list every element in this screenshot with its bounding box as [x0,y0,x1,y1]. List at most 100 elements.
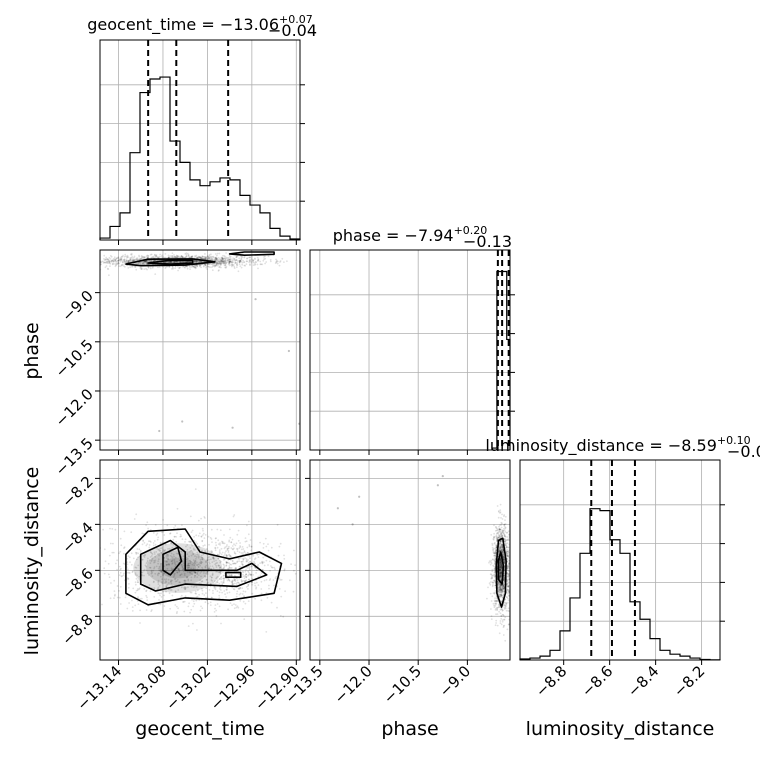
phase-vs-luminosity-distance-sample [494,549,497,551]
geocent-time-vs-phase-sample [108,259,111,262]
geocent-time-vs-phase-sample [267,255,270,258]
geocent-time-vs-phase-sample [140,257,143,260]
geocent-time-vs-luminosity-distance-sample [190,554,193,557]
geocent-time-vs-phase-sample [217,263,220,266]
geocent-time-vs-phase-sample [109,262,112,265]
geocent-time-vs-luminosity-distance-sample [200,562,202,565]
geocent-time-vs-luminosity-distance-sample [160,551,163,554]
phase-vs-luminosity-distance-sample [502,579,505,581]
phase-vs-luminosity-distance-sample [494,554,496,557]
geocent-time-vs-luminosity-distance-sample [236,547,238,550]
geocent-time-vs-luminosity-distance-sample [165,578,168,580]
phase-vs-luminosity-distance-sample [499,562,502,565]
geocent-time-vs-luminosity-distance-sample [150,560,153,563]
geocent-time-vs-luminosity-distance-sample [235,566,238,569]
geocent-time-vs-luminosity-distance-sample [230,541,233,544]
phase-vs-luminosity-distance-sample [496,529,499,532]
geocent-time-vs-phase-sample [65,260,67,262]
phase-vs-luminosity-distance-sample [501,588,504,591]
geocent-time-vs-luminosity-distance-sample [146,596,148,599]
geocent-time-vs-phase-sample [241,263,244,266]
geocent-time-vs-luminosity-distance-sample [238,587,241,590]
geocent-time-vs-phase-sample [215,256,218,259]
geocent-time-vs-luminosity-distance-sample [165,584,168,587]
geocent-time-vs-phase-ytick-label-3: −9.0 [58,287,96,325]
geocent-time-vs-phase-sample [150,259,152,262]
geocent-time-vs-phase-sample [34,268,36,270]
geocent-time-vs-phase-sample [257,267,259,270]
geocent-time-vs-luminosity-distance-sample [174,577,177,580]
phase-vs-luminosity-distance-sample [502,626,505,629]
phase-vs-luminosity-distance-sample [499,540,502,543]
geocent-time-vs-luminosity-distance-sample [216,580,218,583]
geocent-time-vs-luminosity-distance-sample [247,575,249,577]
geocent-time-vs-luminosity-distance-sample [153,580,155,583]
geocent-time-vs-phase-sample [141,257,143,259]
geocent-time-vs-luminosity-distance-sample [221,568,224,570]
geocent-time-vs-luminosity-distance-sample [222,542,225,545]
geocent-time-vs-luminosity-distance-sample [183,610,186,613]
geocent-time-vs-luminosity-distance-sample [231,560,234,563]
phase-vs-luminosity-distance-sample [506,555,508,557]
geocent-time-vs-luminosity-distance-sample [189,559,191,562]
phase-vs-luminosity-distance-sample [507,550,510,553]
phase-vs-luminosity-distance-sample [501,535,503,538]
geocent-time-vs-luminosity-distance-sample [67,567,69,569]
phase-vs-luminosity-distance-sample [498,562,501,565]
geocent-time-vs-phase-sample [221,261,224,263]
geocent-time-vs-luminosity-distance-sample [254,597,256,600]
phase-vs-luminosity-distance-sample [491,542,494,545]
phase-vs-luminosity-distance-sample [499,589,502,591]
geocent-time-vs-luminosity-distance-sample [196,542,199,545]
geocent-time-vs-luminosity-distance-sample [240,579,243,581]
geocent-time-vs-luminosity-distance-sample [201,592,204,595]
geocent-time-vs-luminosity-distance-sample [150,569,153,572]
geocent-time-vs-luminosity-distance-sample [160,569,163,571]
geocent-time-vs-phase-sample [87,261,89,263]
phase-vs-luminosity-distance-sample [503,533,506,536]
phase-vs-luminosity-distance-sample [499,573,501,576]
geocent-time-vs-luminosity-distance-sample [276,606,278,609]
phase-vs-luminosity-distance-sample [500,544,503,546]
geocent-time-vs-phase-sample [106,260,109,263]
panel-geocent-time-vs-luminosity-distance: −13.14−13.08−13.02−12.96−12.90−8.8−8.6−8… [58,459,303,714]
geocent-time-vs-luminosity-distance-sample [199,558,202,561]
geocent-time-vs-luminosity-distance-sample [122,562,125,565]
geocent-time-vs-luminosity-distance-sample [183,574,186,576]
phase-vs-luminosity-distance-sample [498,530,500,532]
phase-vs-luminosity-distance-sample [500,534,503,537]
geocent-time-vs-luminosity-distance-sample [220,589,222,591]
phase-vs-luminosity-distance-sample [499,559,501,562]
geocent-time-vs-phase-sample [232,261,235,264]
geocent-time-vs-luminosity-distance-sample [96,567,98,569]
geocent-time-vs-phase-ytick-label-2: −10.5 [52,336,97,381]
geocent-time-vs-phase-sample [108,256,111,259]
geocent-time-vs-phase-sample [173,254,175,256]
phase-vs-luminosity-distance-sample [500,588,503,591]
phase-vs-luminosity-distance-sample [500,563,503,565]
geocent-time-vs-phase-sample [155,254,158,256]
geocent-time-vs-phase-sample [178,261,181,263]
geocent-time-vs-phase-sample [200,257,203,259]
geocent-time-vs-luminosity-distance-sample [233,588,236,591]
phase-vs-luminosity-distance-sample [499,585,501,588]
phase-vs-luminosity-distance-sample [504,526,507,529]
geocent-time-vs-luminosity-distance-sample [146,521,149,524]
geocent-time-vs-luminosity-distance-sample [194,592,197,595]
phase-vs-luminosity-distance-sample [499,572,502,575]
geocent-time-vs-luminosity-distance-sample [127,555,130,557]
geocent-time-vs-luminosity-distance-sample [210,568,213,570]
geocent-time-vs-luminosity-distance-sample [188,566,190,569]
geocent-time-vs-luminosity-distance-sample [246,560,249,563]
geocent-time-vs-luminosity-distance-sample [175,580,178,582]
phase-vs-luminosity-distance-sample [497,583,499,586]
phase-vs-luminosity-distance-sample [491,544,494,546]
geocent-time-vs-luminosity-distance-sample [250,574,253,576]
geocent-time-vs-luminosity-distance-sample [257,584,260,586]
geocent-time-vs-luminosity-distance-sample [135,558,138,561]
geocent-time-vs-phase-sample [106,262,108,264]
geocent-time-vs-phase-sample [182,256,184,259]
geocent-time-vs-luminosity-distance-sample [113,590,116,592]
geocent-time-vs-luminosity-distance-sample [166,567,169,570]
